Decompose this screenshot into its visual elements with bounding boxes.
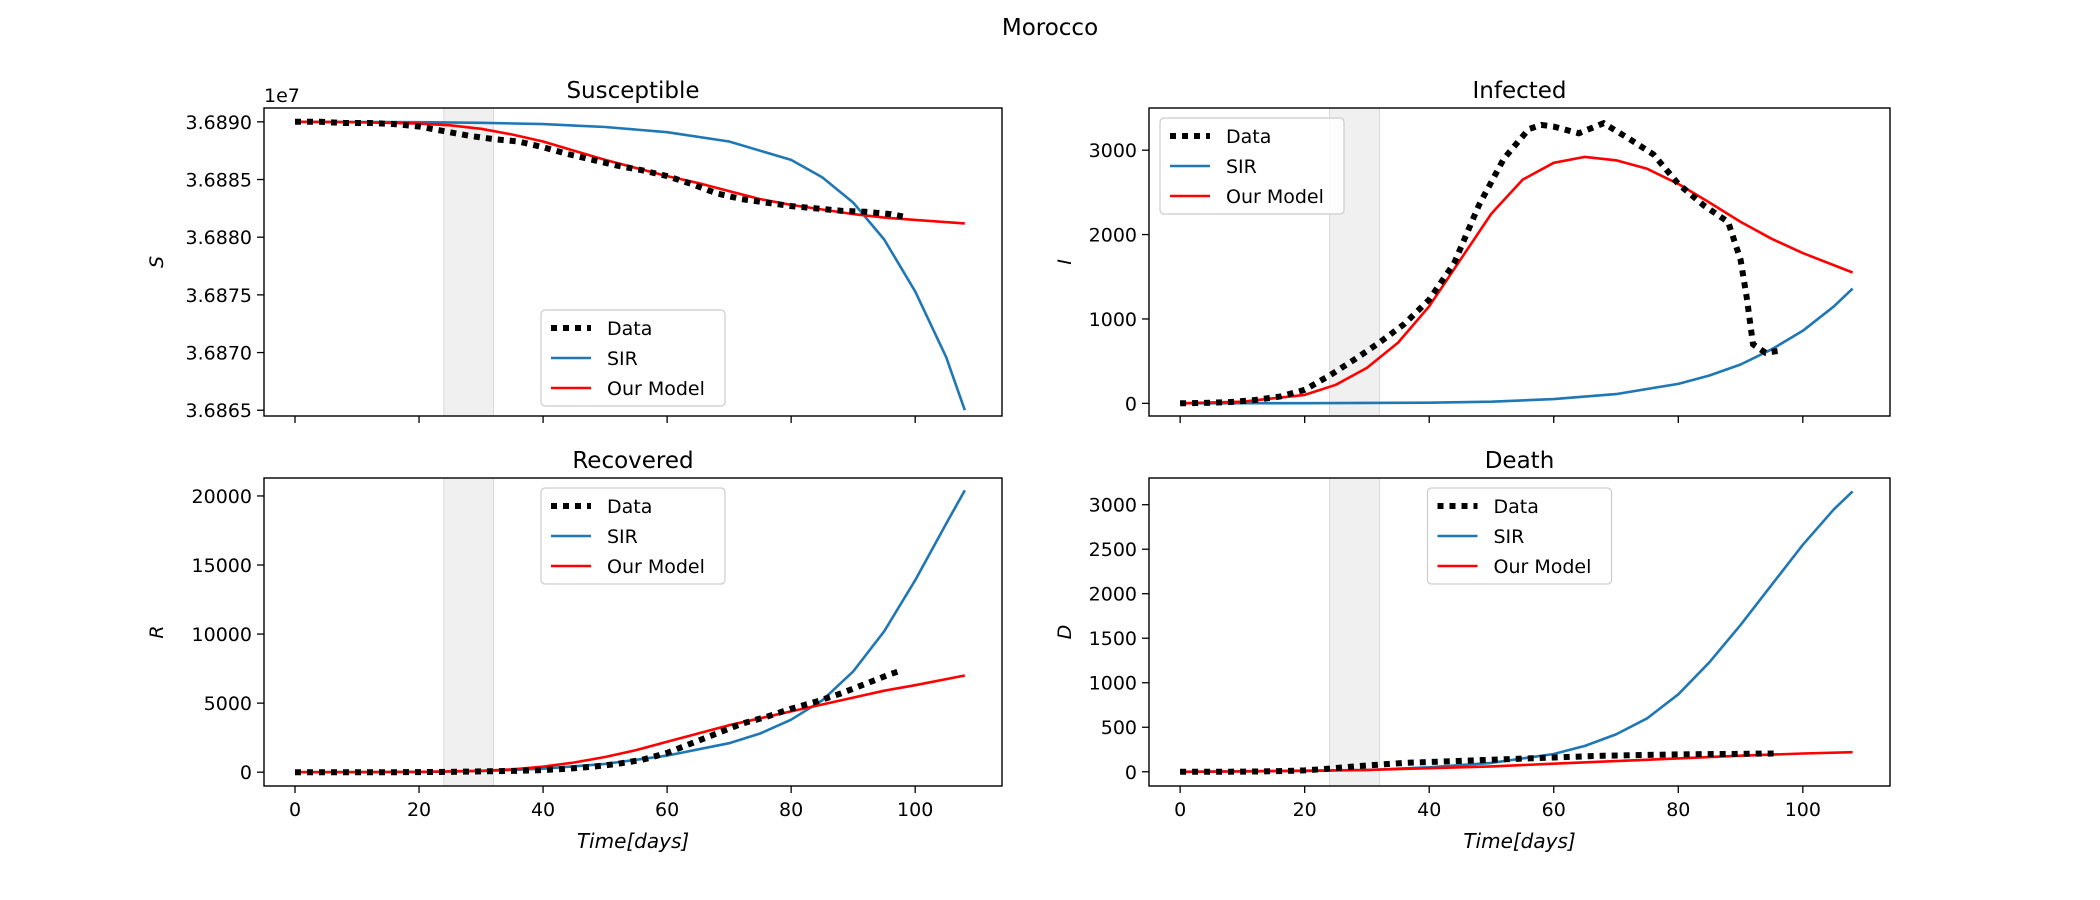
y-tick-label: 0 (1125, 393, 1137, 415)
x-tick-label: 100 (897, 799, 933, 821)
axes-frame (1148, 477, 1891, 787)
y-tick-label: 3.6875 (186, 285, 252, 307)
series-line-data (295, 118, 904, 220)
y-tick-label: 3.6885 (186, 170, 252, 192)
x-tick-label: 20 (1293, 799, 1317, 821)
y-tick-label: 2500 (1089, 539, 1137, 561)
legend: Data SIR Our Model (540, 487, 726, 585)
series-line-our-model (1180, 750, 1853, 774)
series-line-sir (1180, 287, 1854, 405)
y-tick-label: 1500 (1089, 628, 1137, 650)
x-tick-label: 0 (1174, 799, 1186, 821)
legend-box (540, 487, 726, 585)
legend-label-model: Our Model (1494, 556, 1592, 578)
subplot-title: Susceptible (566, 78, 699, 104)
series-line-sir (1180, 490, 1854, 774)
axes-frame (263, 107, 1003, 417)
legend: Data SIR Our Model (540, 309, 726, 407)
y-tick-label: 5000 (204, 693, 252, 715)
y-tick-label: 3.6880 (186, 227, 252, 249)
x-axis-label: Time[days] (1463, 829, 1575, 853)
x-tick-label: 80 (779, 799, 803, 821)
x-tick-label: 60 (655, 799, 679, 821)
x-tick-label: 0 (289, 799, 301, 821)
subplot-death: 0 20 40 60 80 100050010001500200025003000Deat… (1054, 448, 1891, 853)
shaded-region (443, 477, 494, 787)
legend-label-model: Our Model (607, 378, 705, 400)
y-tick-label: 3000 (1089, 495, 1137, 517)
subplot-title: Infected (1472, 78, 1566, 104)
y-offset-text: 1e7 (264, 85, 300, 107)
legend-label-sir: SIR (607, 348, 638, 370)
legend-box (540, 309, 726, 407)
x-tick-label: 40 (531, 799, 555, 821)
subplot-recovered: 0 20 40 60 80 100 0 5000 10000 15000 20000 Recovere… (146, 448, 1003, 853)
y-tick-label: 1000 (1089, 309, 1137, 331)
series-line-our-model (1180, 155, 1854, 405)
y-axis-label: R (146, 625, 168, 638)
y-axis-label: I (1054, 259, 1076, 265)
series-line-data (1180, 750, 1778, 775)
subplot-title: Death (1485, 448, 1555, 474)
legend: Data SIR Our Model (1159, 117, 1345, 215)
subplot-infected: 0 1000 2000 3000 Infected I Data SIR Our Model (1054, 78, 1891, 423)
legend-box (1159, 117, 1345, 215)
y-tick-label: 2000 (1089, 225, 1137, 247)
legend-box (1426, 487, 1613, 585)
x-tick-label: 60 (1542, 799, 1566, 821)
x-tick-label: 80 (1666, 799, 1690, 821)
y-axis-label: D (1054, 625, 1076, 640)
y-tick-label: 20000 (192, 486, 252, 508)
x-tick-label: 40 (1417, 799, 1441, 821)
x-tick-label: 20 (407, 799, 431, 821)
series-line-sir (294, 120, 967, 411)
legend-label-model: Our Model (607, 556, 705, 578)
y-tick-label: 0 (1125, 762, 1137, 784)
y-tick-label: 500 (1101, 717, 1137, 739)
series-line-our-model (295, 674, 966, 774)
y-tick-label: 1000 (1089, 673, 1137, 695)
y-tick-label: 3000 (1089, 140, 1137, 162)
series-line-our-model (294, 120, 965, 225)
y-axis-label: S (146, 256, 168, 268)
y-tick-label: 3.6890 (186, 112, 252, 134)
legend-label-sir: SIR (1226, 156, 1257, 178)
legend-label-data: Data (607, 318, 652, 340)
y-tick-label: 15000 (192, 555, 252, 577)
legend-label-data: Data (1226, 126, 1271, 148)
x-tick-label: 100 (1785, 799, 1821, 821)
y-tick-label: 0 (240, 762, 252, 784)
y-tick-label: 3.6865 (186, 400, 252, 422)
shaded-region (1329, 477, 1380, 787)
subplot-title: Recovered (572, 448, 693, 474)
y-tick-label: 10000 (192, 624, 252, 646)
y-tick-label: 3.6870 (186, 343, 252, 365)
legend: Data SIR Our Model (1426, 487, 1613, 585)
y-tick-label: 2000 (1089, 584, 1137, 606)
figure-title: Morocco (1002, 15, 1098, 41)
legend-label-sir: SIR (607, 526, 638, 548)
axes-frame (263, 477, 1003, 787)
axes-frame (1148, 107, 1891, 417)
legend-label-data: Data (607, 496, 652, 518)
legend-label-data: Data (1494, 496, 1539, 518)
subplot-susceptible: 3.6865 3.6870 3.6875 3.6880 3.6885 3.6890 1e7 S… (146, 78, 1003, 423)
shaded-region (443, 107, 494, 417)
x-axis-label: Time[days] (577, 829, 689, 853)
legend-label-sir: SIR (1494, 526, 1525, 548)
legend-label-model: Our Model (1226, 186, 1324, 208)
